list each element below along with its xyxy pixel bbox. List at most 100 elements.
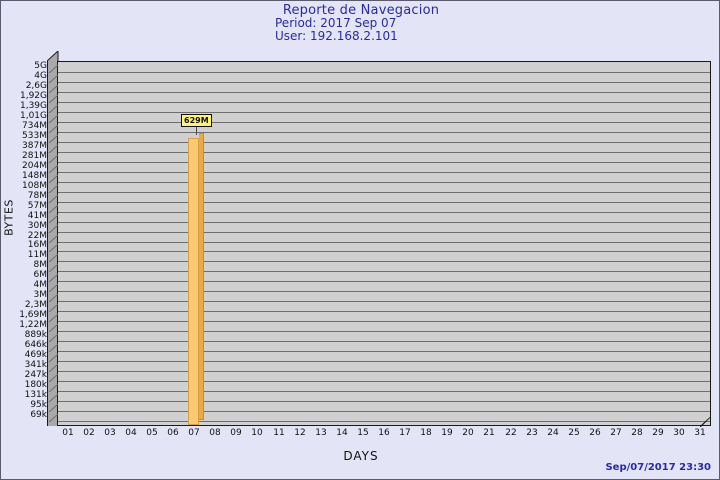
- plot-depth-wall: [47, 61, 58, 426]
- depth-connector: [47, 171, 59, 183]
- y-tick-label: 734M: [22, 121, 47, 131]
- depth-connector: [47, 201, 59, 213]
- depth-connector: [47, 300, 59, 312]
- depth-connector: [47, 350, 59, 362]
- x-tick-label: 08: [209, 428, 221, 438]
- gridline: [58, 321, 710, 322]
- x-tick-label: 23: [526, 428, 538, 438]
- footer-timestamp: Sep/07/2017 23:30: [605, 462, 711, 473]
- y-tick-label: 646k: [24, 340, 47, 350]
- y-tick-label: 4G: [34, 71, 47, 81]
- gridline: [58, 232, 710, 233]
- gridline: [58, 421, 710, 422]
- x-tick-label: 09: [230, 428, 242, 438]
- x-tick-label: 02: [83, 428, 95, 438]
- depth-connector: [47, 131, 59, 143]
- gridline: [58, 72, 710, 73]
- depth-connector: [47, 270, 59, 282]
- depth-connector: [47, 111, 59, 123]
- y-tick-label: 281M: [22, 151, 47, 161]
- bar-side-face: [199, 133, 204, 420]
- depth-connector: [47, 191, 59, 203]
- x-tick-label: 19: [441, 428, 453, 438]
- bar-value-label: 629M: [181, 114, 212, 127]
- bar-label-stem: [196, 126, 197, 135]
- gridline: [58, 351, 710, 352]
- y-tick-label: 78M: [27, 191, 47, 201]
- y-tick-label: 57M: [27, 201, 47, 211]
- x-tick-label: 24: [547, 428, 559, 438]
- depth-connector: [47, 360, 59, 372]
- x-tick-label: 17: [399, 428, 411, 438]
- x-tick-label: 11: [273, 428, 285, 438]
- y-tick-label: 1,39G: [19, 101, 47, 111]
- y-tick-label: 8M: [33, 260, 48, 270]
- gridline: [58, 401, 710, 402]
- chart-title-block: Reporte de Navegacion Period: 2017 Sep 0…: [1, 4, 719, 43]
- x-tick-label: 25: [568, 428, 580, 438]
- depth-connector: [47, 340, 59, 352]
- y-tick-label: 108M: [22, 181, 47, 191]
- gridline: [58, 192, 710, 193]
- depth-connector: [47, 410, 59, 422]
- x-axis-tick-labels: 01 02 03 04 05 06 07 08 09 10 11 12 13 14 15 16 17 18 19 20…: [57, 428, 711, 444]
- depth-connector: [47, 231, 59, 243]
- gridline: [58, 82, 710, 83]
- gridline: [58, 301, 710, 302]
- y-axis-tick-labels: 5G 4G 2,6G 1,92G 1,39G 1,01G 734M 533M 387M 281M 2…: [1, 51, 47, 426]
- x-tick-label: 29: [652, 428, 664, 438]
- depth-connector: [47, 181, 59, 193]
- x-tick-label: 01: [62, 428, 74, 438]
- y-tick-label: 30M: [27, 221, 47, 231]
- x-tick-label: 07: [188, 428, 200, 438]
- gridline: [58, 212, 710, 213]
- depth-connector: [47, 141, 59, 153]
- gridline: [58, 391, 710, 392]
- depth-connector: [47, 320, 59, 332]
- y-tick-label: 11M: [27, 250, 47, 260]
- x-tick-label: 10: [251, 428, 263, 438]
- chart-plot-area: 629M: [47, 51, 711, 427]
- x-tick-label: 28: [631, 428, 643, 438]
- y-tick-label: 131k: [24, 390, 47, 400]
- gridline: [58, 242, 710, 243]
- depth-connector: [47, 310, 59, 322]
- x-tick-label: 26: [589, 428, 601, 438]
- depth-connector: [47, 151, 59, 163]
- x-tick-label: 04: [125, 428, 137, 438]
- y-tick-label: 148M: [22, 171, 47, 181]
- x-tick-label: 22: [505, 428, 517, 438]
- x-tick-label: 31: [694, 428, 706, 438]
- x-tick-label: 30: [673, 428, 685, 438]
- gridline: [58, 311, 710, 312]
- x-tick-label: 15: [357, 428, 369, 438]
- gridline: [58, 152, 710, 153]
- depth-connector: [47, 260, 59, 272]
- depth-connector: [47, 121, 59, 133]
- gridline: [58, 182, 710, 183]
- x-tick-label: 27: [610, 428, 622, 438]
- depth-connector: [47, 91, 59, 103]
- gridline: [58, 122, 710, 123]
- y-tick-label: 341k: [24, 360, 47, 370]
- y-tick-label: 69k: [30, 410, 47, 420]
- y-tick-label: 41M: [27, 211, 47, 221]
- y-tick-label: 889k: [24, 330, 47, 340]
- gridline: [58, 271, 710, 272]
- gridline: [58, 291, 710, 292]
- depth-connector: [47, 250, 59, 262]
- gridline: [58, 112, 710, 113]
- y-tick-label: 6M: [33, 270, 48, 280]
- gridline: [58, 371, 710, 372]
- y-tick-label: 16M: [27, 240, 47, 250]
- depth-connector: [47, 71, 59, 83]
- gridline: [58, 331, 710, 332]
- y-tick-label: 1,01G: [19, 111, 47, 121]
- gridline: [58, 142, 710, 143]
- x-tick-label: 05: [146, 428, 158, 438]
- y-tick-label: 4M: [33, 280, 48, 290]
- x-tick-label: 14: [336, 428, 348, 438]
- depth-connector: [47, 390, 59, 402]
- y-tick-label: 3M: [33, 290, 48, 300]
- depth-connector: [47, 211, 59, 223]
